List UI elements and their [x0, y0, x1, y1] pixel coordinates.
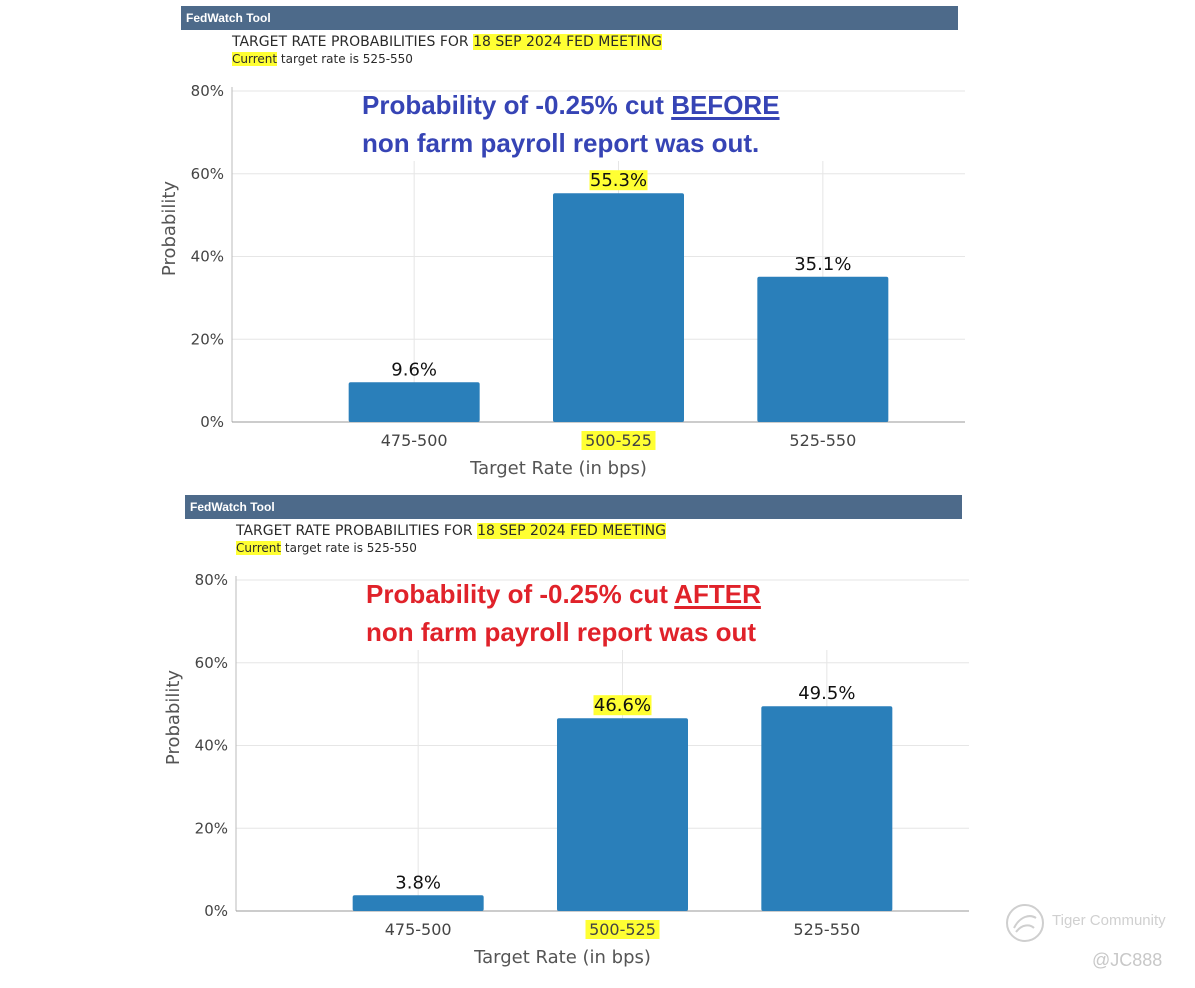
current-word: Current [232, 52, 278, 66]
meeting-prefix: TARGET RATE PROBABILITIES FOR [232, 34, 469, 50]
annotation-line-1: Probability of -0.25% cut AFTER [366, 575, 761, 613]
meeting-date: 18 SEP 2024 FED MEETING [477, 523, 666, 539]
bar-chart-after: 0% 20% 40% 60% 80% 3.8% 475-500 46.6% 500-525 49.… [163, 571, 969, 968]
y-axis-title: Probability [163, 670, 184, 765]
panel-title-bar: FedWatch Tool [181, 6, 958, 30]
bar-475-500 [348, 382, 480, 422]
annotation-keyword: AFTER [674, 579, 761, 609]
x-tick-highlight [585, 920, 660, 939]
bar-500-525 [553, 193, 684, 422]
y-tick-label: 0% [204, 902, 228, 920]
chart-panel-after: FedWatch Tool TARGET RATE PROBABILITIES … [163, 495, 975, 975]
annotation-line-1: Probability of -0.25% cut BEFORE [362, 86, 780, 124]
x-axis-title: Target Rate (in bps) [469, 458, 647, 479]
meeting-prefix: TARGET RATE PROBABILITIES FOR [236, 523, 473, 539]
y-tick-label: 20% [191, 330, 224, 348]
y-tick-label: 40% [191, 248, 224, 266]
chart-panel-before: FedWatch Tool TARGET RATE PROBABILITIES … [159, 6, 971, 486]
y-tick-label: 80% [195, 571, 228, 589]
annotation-line-2: non farm payroll report was out. [362, 128, 760, 158]
y-tick-label: 80% [191, 82, 224, 100]
x-tick-label: 525-550 [789, 431, 856, 450]
value-label-highlight [593, 695, 652, 716]
x-tick-label: 475-500 [385, 920, 452, 939]
x-tick-label: 500-525 [589, 920, 656, 939]
current-word: Current [236, 541, 282, 555]
annotation-prefix: Probability of -0.25% cut [366, 579, 668, 609]
value-label: 55.3% [590, 170, 647, 191]
y-axis-title: Probability [159, 181, 180, 276]
y-tick-label: 60% [191, 165, 224, 183]
watermark-handle: @JC888 [1092, 950, 1163, 970]
x-tick-label: 525-550 [793, 920, 860, 939]
current-rate-line: Current target rate is 525-550 [232, 52, 413, 66]
value-label: 49.5% [798, 683, 855, 704]
x-tick-label: 475-500 [381, 431, 448, 450]
y-tick-label: 40% [195, 737, 228, 755]
watermark-brand: Tiger Community [1052, 912, 1166, 929]
current-rate-text: target rate is 525-550 [284, 541, 417, 555]
value-label-highlight [589, 170, 648, 191]
value-label: 46.6% [594, 695, 651, 716]
bar-525-550 [757, 276, 889, 422]
y-tick-label: 20% [195, 819, 228, 837]
value-label: 35.1% [794, 254, 851, 275]
value-label: 9.6% [391, 359, 437, 380]
bar-475-500 [352, 895, 484, 911]
meeting-heading: TARGET RATE PROBABILITIES FOR 18 SEP 202… [232, 34, 662, 50]
watermark: Tiger Community @JC888 [1004, 902, 1184, 982]
y-tick-label: 60% [195, 654, 228, 672]
meeting-heading: TARGET RATE PROBABILITIES FOR 18 SEP 202… [236, 523, 666, 539]
x-axis-title: Target Rate (in bps) [473, 947, 651, 968]
annotation-line-2: non farm payroll report was out [366, 617, 757, 647]
bar-525-550 [761, 706, 893, 911]
y-tick-label: 0% [200, 413, 224, 431]
current-rate-line: Current target rate is 525-550 [236, 541, 417, 555]
bar-chart-before: 0% 20% 40% 60% 80% 9.6% 475-500 55.3% 500-525 35.… [159, 82, 965, 479]
annotation-prefix: Probability of -0.25% cut [362, 90, 664, 120]
meeting-date: 18 SEP 2024 FED MEETING [473, 34, 662, 50]
tiger-community-logo-icon [1006, 904, 1044, 942]
current-rate-text: target rate is 525-550 [280, 52, 413, 66]
x-tick-label: 500-525 [585, 431, 652, 450]
annotation-keyword: BEFORE [671, 90, 780, 120]
x-tick-highlight [581, 431, 656, 450]
value-label: 3.8% [395, 872, 441, 893]
bar-500-525 [557, 718, 688, 911]
panel-title-bar: FedWatch Tool [185, 495, 962, 519]
